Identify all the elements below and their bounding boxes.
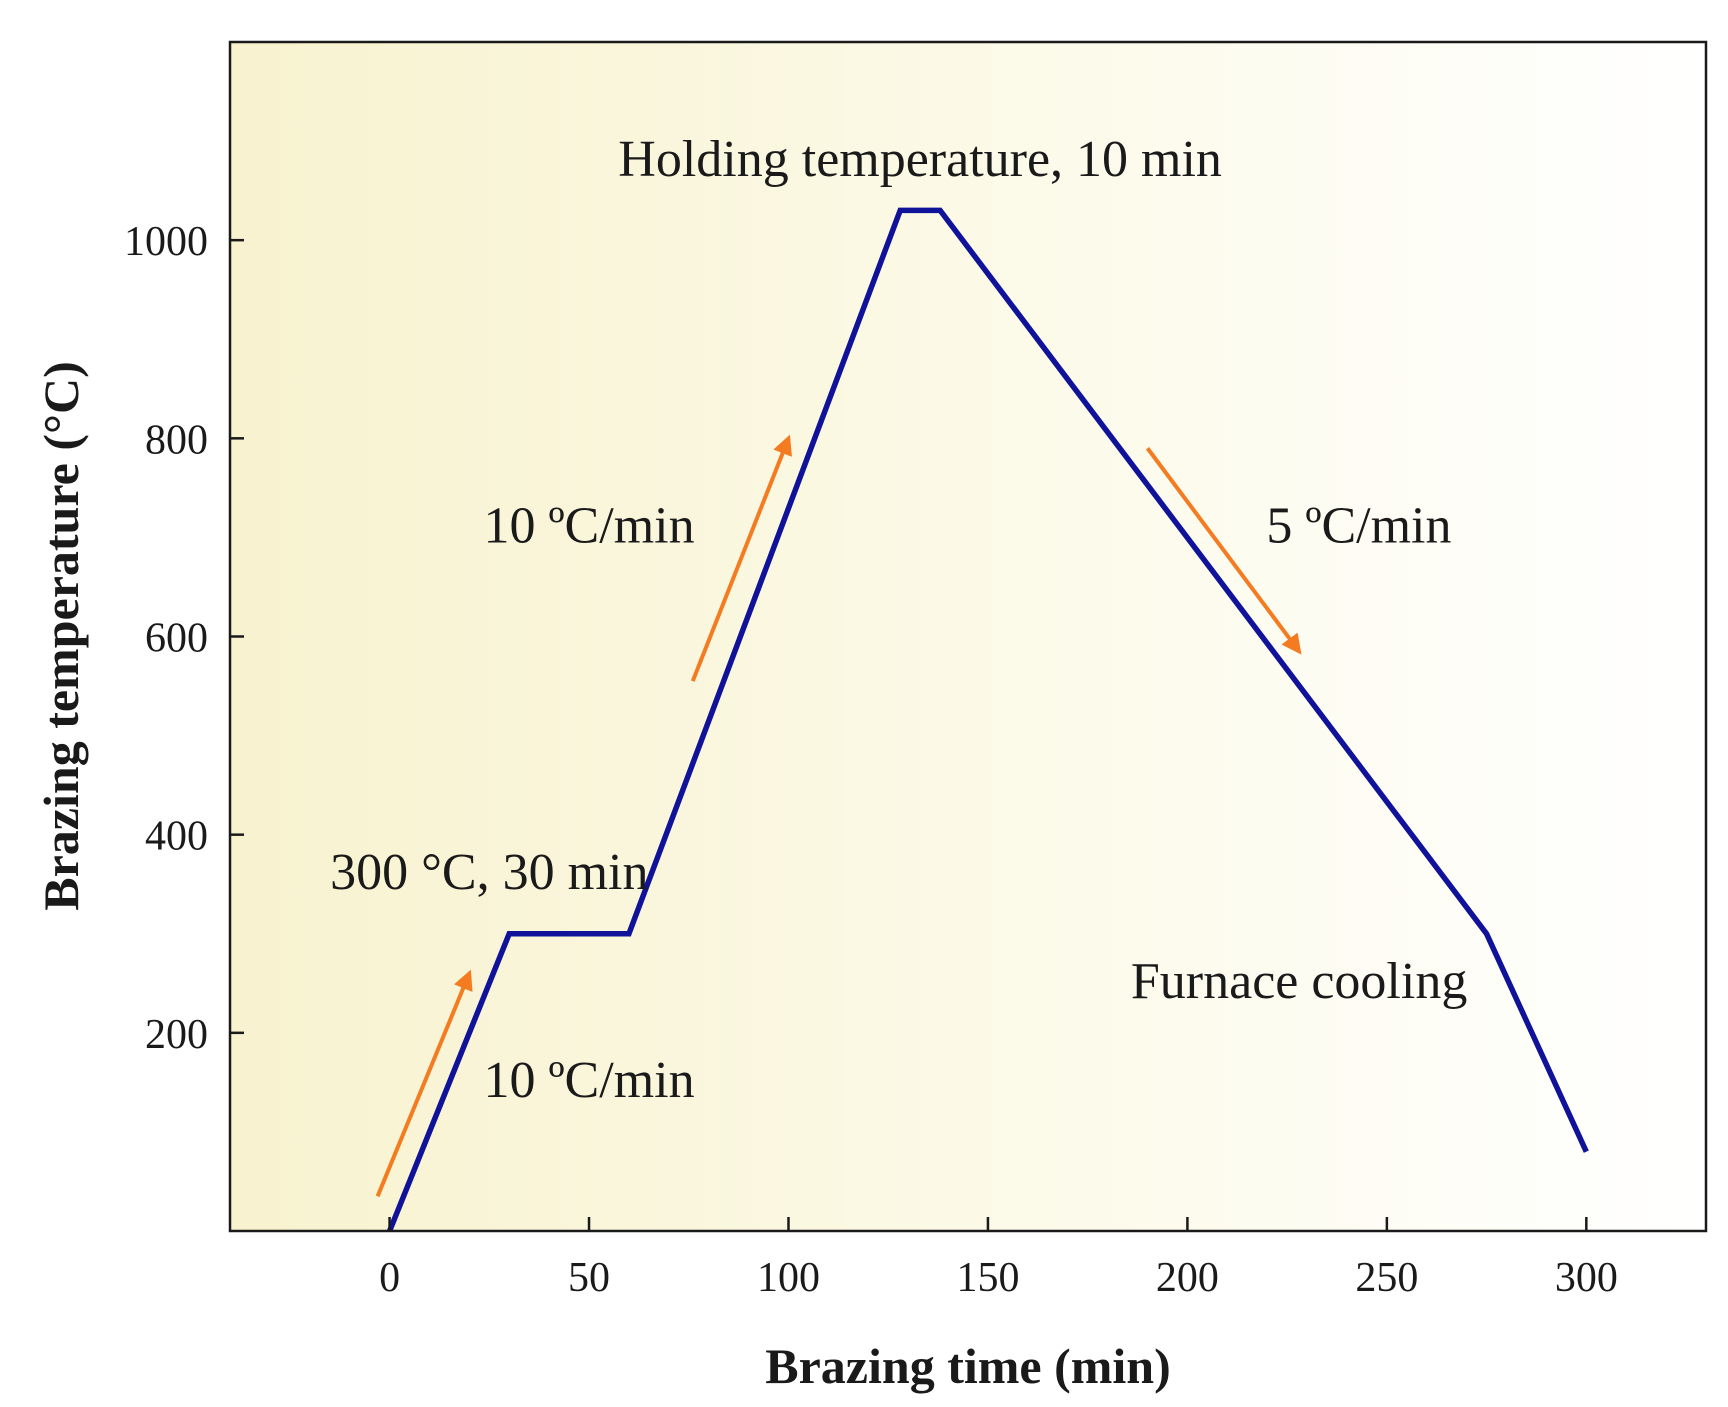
y-tick-label: 1000	[124, 219, 208, 265]
x-tick-label: 0	[379, 1255, 400, 1301]
plot-area-background	[230, 42, 1706, 1231]
y-tick-label: 400	[145, 814, 208, 860]
series-line-0	[387, 207, 1589, 1233]
rate-arrow	[690, 434, 792, 682]
y-tick-label: 600	[145, 616, 208, 662]
annotation-label: Holding temperature, 10 min	[618, 131, 1222, 188]
annotation-label: Furnace cooling	[1131, 953, 1467, 1010]
x-tick-label: 150	[956, 1255, 1019, 1301]
x-tick-label: 200	[1156, 1255, 1219, 1301]
ticks-layer: 0 50 100 150 200 250 300 200 400 600 800 1000	[124, 219, 1618, 1301]
annotations-layer: Holding temperature, 10 min 10 ºC/min 5 ºC…	[330, 131, 1467, 1109]
y-tick-label: 800	[145, 417, 208, 463]
x-tick-label: 250	[1355, 1255, 1418, 1301]
annotation-label: 300 °C, 30 min	[330, 844, 648, 901]
series-layer	[387, 207, 1589, 1233]
x-tick-label: 300	[1555, 1255, 1618, 1301]
y-tick-label: 200	[145, 1012, 208, 1058]
annotation-label: 10 ºC/min	[483, 1052, 694, 1109]
annotation-label: 5 ºC/min	[1266, 497, 1451, 554]
arrows-layer	[375, 434, 1302, 1198]
y-axis-title: Brazing temperature (°C)	[33, 361, 89, 910]
rate-arrow	[375, 969, 473, 1198]
rate-arrow	[1145, 447, 1302, 655]
x-tick-label: 100	[757, 1255, 820, 1301]
x-tick-label: 50	[568, 1255, 610, 1301]
x-axis-title: Brazing time (min)	[765, 1338, 1170, 1394]
annotation-label: 10 ºC/min	[483, 497, 694, 554]
